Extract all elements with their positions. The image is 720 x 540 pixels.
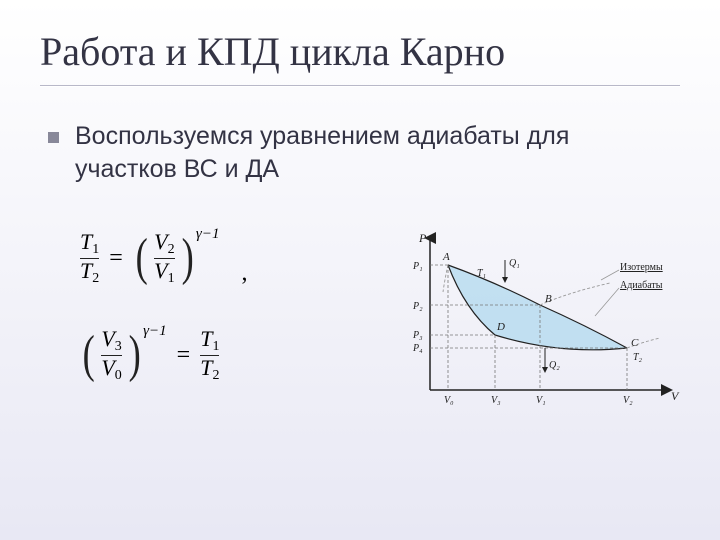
eq2-lhs-paren: ( V3 V0 ) xyxy=(80,327,143,384)
ytick-p1: P₁ xyxy=(412,261,423,272)
xtick-v0: V₀ xyxy=(444,395,454,406)
eq1-lhs-fraction: T1 T2 xyxy=(80,230,99,287)
xtick-v1: V₁ xyxy=(536,395,546,406)
x-axis-label: V xyxy=(671,389,680,403)
q2-label: Q₂ xyxy=(549,360,560,371)
legend-isotherm: Изотермы xyxy=(620,262,663,273)
equals-sign: = xyxy=(177,342,191,369)
title-underline xyxy=(40,85,680,86)
body-bullet: Воспользуемся уравнением адиабаты для уч… xyxy=(48,120,668,185)
point-label-d: D xyxy=(496,321,505,333)
y-axis-label: P xyxy=(418,231,427,245)
eq2-rhs-fraction: T1 T2 xyxy=(200,327,219,384)
xtick-v2: V₂ xyxy=(623,395,633,406)
q2-arrowhead xyxy=(542,367,548,373)
eq1-exponent: γ−1 xyxy=(196,226,220,242)
q1-label: Q₁ xyxy=(509,258,520,269)
bullet-icon xyxy=(48,132,59,143)
point-label-c: C xyxy=(631,337,639,349)
page-title: Работа и КПД цикла Карно xyxy=(40,28,505,75)
legend-adiabat: Адиабаты xyxy=(620,280,663,291)
ytick-p2: P₂ xyxy=(412,301,423,312)
equals-sign: = xyxy=(109,245,123,272)
point-label-b: B xyxy=(545,293,552,305)
ytick-p3: P₃ xyxy=(412,330,423,341)
t1-label: T₁ xyxy=(477,268,486,279)
legend-adiabat-leader xyxy=(595,288,619,316)
point-label-a: A xyxy=(442,251,450,263)
ytick-p4: P₄ xyxy=(412,343,423,354)
eq1-comma: , xyxy=(241,260,247,287)
q1-arrowhead xyxy=(502,277,508,283)
xtick-v3: V₃ xyxy=(491,395,501,406)
t2-label: T₂ xyxy=(633,352,643,363)
legend-isotherm-leader xyxy=(601,270,619,280)
adiabat-ext-left xyxy=(443,265,448,292)
equation-2: ( V3 V0 ) γ−1 = T1 T2 xyxy=(80,327,247,384)
cycle-fill xyxy=(448,265,627,350)
eq2-exponent: γ−1 xyxy=(143,323,167,339)
bullet-text: Воспользуемся уравнением адиабаты для уч… xyxy=(75,120,655,185)
eq1-rhs-paren: ( V2 V1 ) xyxy=(133,230,196,287)
carnot-pv-diagram: P V V₀ V₃ V₁ V₂ P₁ P₂ P₃ P₄ A B C D T₁ T… xyxy=(395,230,685,430)
equation-1: T1 T2 = ( V2 V1 ) γ−1 , xyxy=(80,230,247,287)
equations-block: T1 T2 = ( V2 V1 ) γ−1 , ( V3 V0 ) γ−1 = … xyxy=(80,230,247,424)
